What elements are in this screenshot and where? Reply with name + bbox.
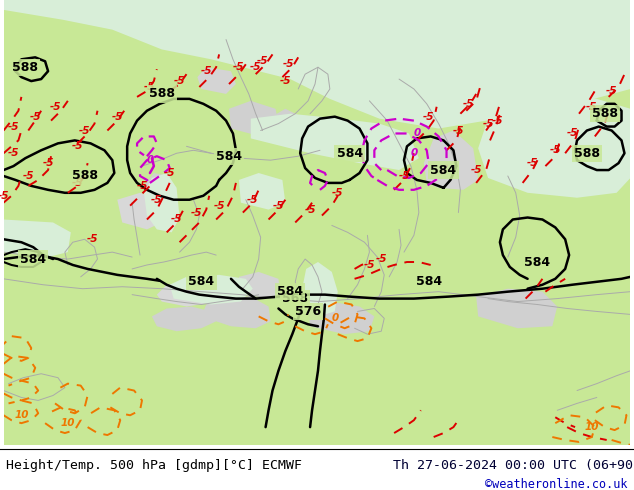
Text: 568: 568 [282, 292, 308, 305]
Text: 584: 584 [277, 285, 303, 298]
Text: -5: -5 [250, 62, 261, 72]
Text: -5: -5 [283, 59, 294, 69]
Text: -5: -5 [8, 122, 19, 131]
Text: -5: -5 [453, 125, 464, 136]
Polygon shape [4, 220, 71, 257]
Text: -5: -5 [87, 234, 98, 245]
Polygon shape [308, 301, 374, 334]
Text: -5: -5 [463, 99, 474, 109]
Polygon shape [197, 67, 236, 94]
Text: Height/Temp. 500 hPa [gdmp][°C] ECMWF: Height/Temp. 500 hPa [gdmp][°C] ECMWF [6, 459, 302, 472]
Text: -5: -5 [304, 205, 316, 215]
Text: -5: -5 [112, 112, 123, 122]
Text: -5: -5 [79, 125, 91, 136]
Text: -5: -5 [566, 128, 578, 139]
Text: -5: -5 [492, 116, 503, 125]
Text: 576: 576 [295, 305, 321, 318]
Text: -5: -5 [42, 158, 54, 168]
Polygon shape [251, 114, 419, 170]
Text: -5: -5 [191, 208, 202, 218]
Text: -5: -5 [550, 145, 561, 155]
Text: ©weatheronline.co.uk: ©weatheronline.co.uk [485, 478, 628, 490]
Text: 588: 588 [72, 170, 98, 182]
Polygon shape [239, 173, 285, 210]
Polygon shape [144, 173, 179, 232]
Text: -5: -5 [200, 66, 212, 76]
Polygon shape [455, 99, 474, 114]
Text: -5: -5 [586, 102, 598, 112]
Polygon shape [424, 130, 478, 190]
Polygon shape [302, 262, 338, 315]
Text: -5: -5 [273, 200, 284, 211]
Text: 584: 584 [430, 164, 456, 176]
Polygon shape [269, 109, 310, 148]
Text: -5: -5 [332, 188, 344, 198]
Text: 10: 10 [14, 410, 29, 420]
Text: 584: 584 [188, 275, 214, 288]
Polygon shape [476, 289, 557, 328]
Text: 0: 0 [413, 128, 420, 139]
Text: -5: -5 [171, 215, 183, 224]
Text: 588: 588 [149, 87, 175, 100]
Text: -5: -5 [8, 148, 19, 158]
Text: 584: 584 [20, 252, 46, 266]
Text: -5: -5 [23, 171, 34, 181]
Text: -5: -5 [423, 112, 434, 122]
Text: -5: -5 [144, 82, 156, 92]
Text: -5: -5 [398, 171, 410, 181]
Text: -5: -5 [136, 181, 148, 191]
Text: -5: -5 [174, 76, 185, 86]
Polygon shape [478, 94, 630, 198]
Text: 584: 584 [216, 150, 242, 163]
Text: 588: 588 [12, 61, 38, 74]
Text: -5: -5 [72, 141, 84, 151]
Text: -5: -5 [527, 158, 538, 168]
Text: -5: -5 [214, 200, 225, 211]
Text: 584: 584 [416, 275, 442, 288]
Polygon shape [157, 282, 209, 307]
Polygon shape [152, 307, 216, 331]
Text: 584: 584 [524, 255, 550, 269]
Text: Th 27-06-2024 00:00 UTC (06+90): Th 27-06-2024 00:00 UTC (06+90) [393, 459, 634, 472]
Text: -5: -5 [247, 195, 259, 205]
Text: 0: 0 [410, 148, 418, 158]
Text: 588: 588 [574, 147, 600, 160]
Text: -5: -5 [49, 102, 61, 112]
Text: 10: 10 [61, 418, 75, 428]
Text: -5: -5 [0, 191, 10, 201]
Text: 10: 10 [585, 422, 599, 432]
Text: -5: -5 [257, 56, 268, 66]
Text: -5: -5 [280, 76, 291, 86]
Polygon shape [117, 193, 162, 229]
Text: -5: -5 [364, 260, 375, 270]
Text: 0: 0 [331, 314, 339, 323]
Polygon shape [239, 272, 280, 298]
Polygon shape [4, 0, 630, 128]
Text: 584: 584 [337, 147, 363, 160]
Text: 588: 588 [592, 107, 618, 120]
Text: -5: -5 [29, 112, 41, 122]
Polygon shape [229, 101, 280, 136]
Text: -5: -5 [606, 86, 618, 96]
Text: -5: -5 [470, 165, 482, 175]
Polygon shape [170, 275, 253, 304]
Polygon shape [202, 296, 271, 328]
Polygon shape [144, 173, 174, 203]
Text: -5: -5 [151, 195, 162, 205]
Text: -5: -5 [164, 168, 176, 178]
Text: -5: -5 [233, 62, 245, 72]
Text: 0: 0 [146, 155, 153, 165]
Text: -5: -5 [72, 178, 84, 188]
Text: -5: -5 [482, 119, 494, 128]
Text: -5: -5 [375, 254, 387, 264]
